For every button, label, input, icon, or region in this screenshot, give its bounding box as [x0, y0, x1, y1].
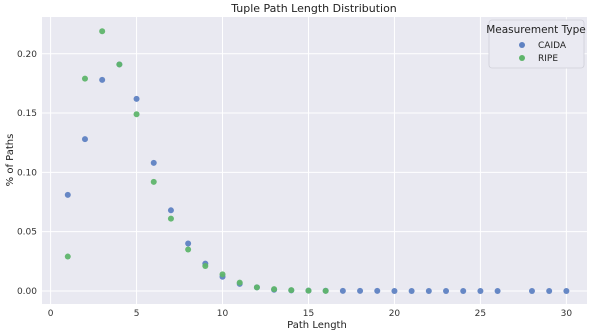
data-point-ripe [167, 215, 174, 222]
y-tick-label: 0.20 [17, 50, 37, 60]
data-point-caida [391, 287, 398, 294]
x-tick-label: 0 [48, 309, 54, 319]
y-axis-title: % of Paths [5, 134, 16, 187]
data-point-ripe [305, 287, 312, 294]
x-tick-label: 15 [303, 309, 314, 319]
grid [42, 17, 587, 304]
data-point-caida [460, 287, 467, 294]
y-tick-label: 0.10 [17, 168, 37, 178]
data-point-caida [425, 287, 432, 294]
data-point-ripe [288, 287, 295, 294]
data-point-caida [357, 287, 364, 294]
data-point-caida [494, 287, 501, 294]
chart-title: Tuple Path Length Distribution [230, 2, 397, 15]
x-tick-label: 30 [561, 309, 573, 319]
data-point-caida [150, 159, 157, 166]
data-point-ripe [202, 263, 209, 270]
data-point-ripe [116, 61, 123, 68]
legend: Measurement Type CAIDA RIPE [486, 19, 586, 69]
data-point-ripe [133, 111, 140, 118]
data-point-caida [339, 287, 346, 294]
y-axis-ticks: 0.00 0.05 0.10 0.15 0.20 [17, 50, 37, 297]
legend-marker-ripe [519, 55, 525, 61]
y-tick-label: 0.00 [17, 287, 37, 297]
x-axis-title: Path Length [287, 320, 347, 331]
data-point-caida [546, 287, 553, 294]
data-point-ripe [219, 271, 226, 278]
legend-box [488, 19, 585, 69]
data-point-ripe [81, 75, 88, 82]
data-point-caida [443, 287, 450, 294]
data-point-caida [408, 287, 415, 294]
data-point-ripe [236, 279, 243, 286]
y-tick-label: 0.15 [17, 109, 37, 119]
x-tick-label: 10 [217, 309, 229, 319]
data-point-caida [133, 95, 140, 102]
legend-marker-caida [519, 42, 525, 48]
data-point-ripe [185, 246, 192, 253]
y-tick-label: 0.05 [17, 228, 37, 238]
data-point-caida [477, 287, 484, 294]
data-point-caida [64, 191, 71, 198]
x-axis-ticks: 0 5 10 15 20 25 30 [48, 309, 573, 319]
legend-label-caida: CAIDA [538, 41, 567, 51]
data-points [64, 28, 570, 294]
legend-title: Measurement Type [486, 24, 586, 36]
x-tick-label: 25 [475, 309, 486, 319]
data-point-caida [528, 287, 535, 294]
x-tick-label: 20 [389, 309, 401, 319]
data-point-caida [374, 287, 381, 294]
data-point-ripe [322, 287, 329, 294]
data-point-ripe [253, 284, 260, 291]
legend-label-ripe: RIPE [538, 54, 558, 64]
data-point-ripe [271, 286, 278, 293]
data-point-ripe [150, 178, 157, 185]
data-point-caida [167, 207, 174, 214]
data-point-caida [563, 287, 570, 294]
data-point-caida [185, 240, 192, 247]
data-point-caida [99, 76, 106, 83]
data-point-ripe [99, 28, 106, 35]
data-point-ripe [64, 253, 71, 260]
data-point-caida [81, 136, 88, 143]
x-tick-label: 5 [134, 309, 140, 319]
